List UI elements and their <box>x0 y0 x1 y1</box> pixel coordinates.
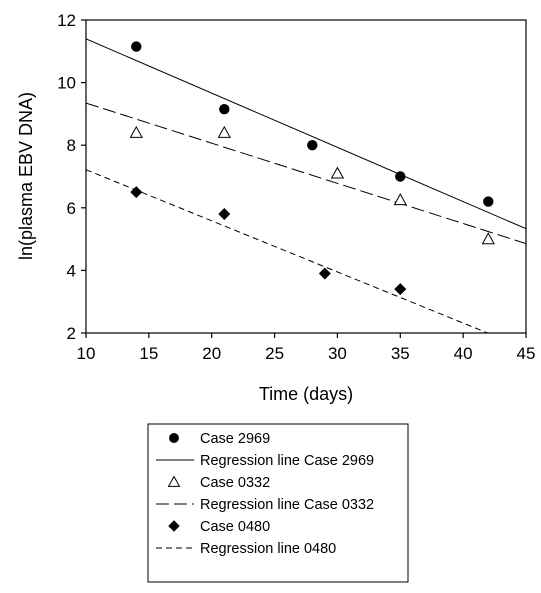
legend-label: Case 0332 <box>200 475 270 491</box>
y-axis-title: ln(plasma EBV DNA) <box>16 92 36 260</box>
y-tick-label: 2 <box>67 324 76 343</box>
x-tick-label: 40 <box>454 344 473 363</box>
legend-box <box>147 423 409 583</box>
data-point <box>393 193 407 206</box>
x-tick-label: 20 <box>202 344 221 363</box>
regression-line <box>86 169 489 333</box>
legend-marker <box>169 433 179 443</box>
data-point <box>394 283 407 296</box>
x-tick-label: 45 <box>517 344 536 363</box>
data-point <box>483 196 494 207</box>
y-tick-label: 6 <box>67 199 76 218</box>
x-tick-label: 15 <box>139 344 158 363</box>
regression-line <box>86 102 526 245</box>
data-point <box>318 267 331 280</box>
plot-area <box>85 19 527 334</box>
data-point <box>130 186 143 199</box>
y-tick-label: 12 <box>57 11 76 30</box>
legend-marker <box>167 475 181 487</box>
data-point <box>217 125 231 138</box>
y-axis: 2 4 6 8 10 12 <box>57 11 86 343</box>
data-markers <box>129 41 495 296</box>
data-point <box>218 208 231 221</box>
legend-label: Regression line Case 0332 <box>200 497 374 513</box>
legend-label: Case 2969 <box>200 431 270 447</box>
y-tick-label: 8 <box>67 136 76 155</box>
data-point <box>307 140 318 151</box>
data-point <box>395 171 406 182</box>
y-tick-label: 10 <box>57 74 76 93</box>
x-tick-label: 10 <box>77 344 96 363</box>
regression-lines <box>86 38 526 333</box>
y-tick-label: 4 <box>67 261 76 280</box>
x-axis: 10 15 20 25 30 35 40 45 <box>77 333 536 363</box>
data-point <box>330 166 345 179</box>
legend-label: Case 0480 <box>200 519 270 535</box>
regression-line <box>86 38 526 230</box>
data-point <box>481 232 495 245</box>
x-tick-label: 30 <box>328 344 347 363</box>
data-point <box>129 125 143 138</box>
x-tick-label: 25 <box>265 344 284 363</box>
data-point <box>219 104 230 115</box>
x-tick-label: 35 <box>391 344 410 363</box>
data-point <box>131 41 142 52</box>
legend: Case 2969 Regression line Case 2969 Case 0… <box>156 431 374 557</box>
legend-label: Regression line 0480 <box>200 541 336 557</box>
x-axis-title: Time (days) <box>259 384 353 404</box>
legend-marker <box>168 520 180 532</box>
legend-label: Regression line Case 2969 <box>200 453 374 469</box>
